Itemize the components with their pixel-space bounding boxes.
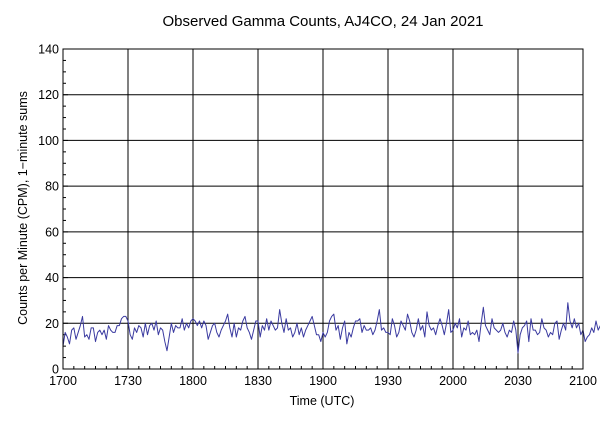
y-axis-label: Counts per Minute (CPM), 1−minute sums [16, 91, 30, 325]
x-tick-label: 2000 [439, 374, 467, 388]
y-tick-labels: 0 20 40 60 80 100 120 140 [38, 43, 59, 377]
y-tick-label: 0 [52, 363, 59, 377]
y-tick-label: 120 [38, 88, 59, 102]
x-tick-label: 1730 [114, 374, 142, 388]
x-tick-labels: 1700 1730 1800 1830 1900 1930 2000 2030 2100 [49, 374, 597, 388]
x-tick-label: 1800 [179, 374, 207, 388]
series-layer [62, 302, 600, 354]
x-axis-label: Time (UTC) [290, 394, 355, 408]
y-tick-label: 20 [45, 317, 59, 331]
y-tick-label: 40 [45, 271, 59, 285]
minor-ticks [63, 48, 573, 370]
x-tick-label: 1900 [309, 374, 337, 388]
grid-lines [62, 48, 584, 370]
y-tick-label: 140 [38, 43, 59, 57]
y-tick-label: 100 [38, 134, 59, 148]
series-line [62, 302, 600, 354]
y-tick-label: 60 [45, 225, 59, 239]
x-tick-label: 2030 [504, 374, 532, 388]
y-tick-label: 80 [45, 180, 59, 194]
x-tick-label: 2100 [569, 374, 597, 388]
chart-title: Observed Gamma Counts, AJ4CO, 24 Jan 202… [163, 13, 484, 30]
x-tick-label: 1830 [244, 374, 272, 388]
x-tick-label: 1700 [49, 374, 77, 388]
plot-frame [62, 48, 584, 370]
x-tick-label: 1930 [374, 374, 402, 388]
